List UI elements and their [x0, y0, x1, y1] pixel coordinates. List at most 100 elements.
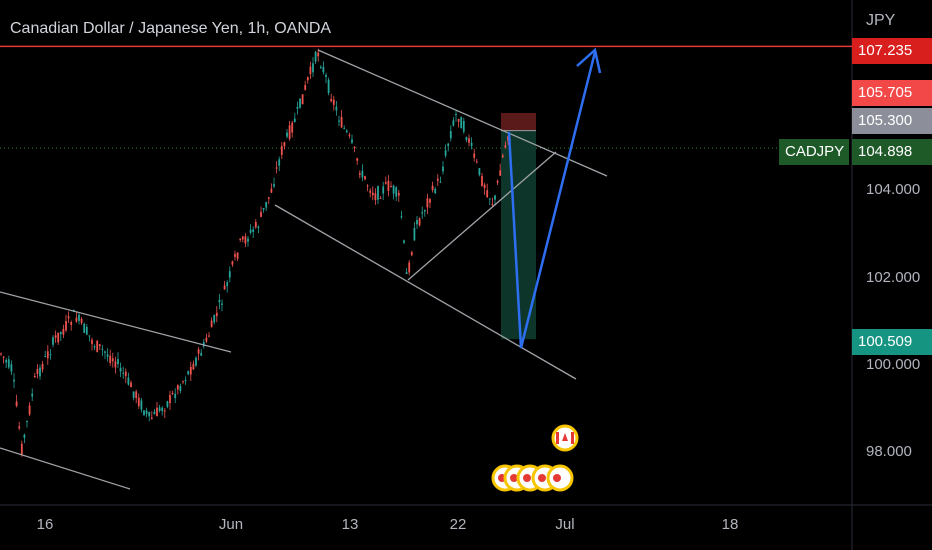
- candle-body: [275, 167, 278, 169]
- candle-body: [408, 262, 411, 273]
- candle-body: [348, 134, 351, 136]
- candle-body: [179, 385, 182, 391]
- candle-body: [319, 66, 322, 68]
- projection-arrowhead: [576, 47, 602, 74]
- candle-body: [254, 221, 257, 228]
- candle-body: [83, 323, 86, 333]
- candle-body: [507, 136, 509, 141]
- candle-body: [343, 127, 346, 129]
- candle-body: [182, 381, 184, 383]
- candle-body: [234, 254, 236, 257]
- candle-body: [239, 238, 242, 240]
- candle-body: [499, 170, 502, 176]
- candle-body: [41, 363, 44, 370]
- candle-body: [299, 98, 301, 108]
- trendline-upper-1: [0, 291, 232, 353]
- candle-body: [2, 356, 5, 358]
- candle-body: [57, 332, 60, 343]
- candle-body: [67, 316, 70, 319]
- candle-body: [189, 366, 192, 375]
- candle-body: [0, 353, 2, 355]
- x-tick-label: 18: [721, 516, 739, 533]
- candle-body: [106, 354, 109, 357]
- candle-body: [111, 358, 114, 362]
- price-tag-resistance: 107.235: [852, 38, 932, 64]
- candle-body: [78, 314, 80, 321]
- stop-loss-zone: [501, 112, 536, 131]
- candle-body: [423, 210, 426, 212]
- candle-body: [494, 195, 496, 200]
- candle-body: [491, 204, 494, 206]
- candle-body: [501, 155, 504, 158]
- price-tag-target: 100.509: [852, 329, 932, 355]
- candle-body: [104, 351, 106, 353]
- event-marker-dot: [553, 474, 561, 482]
- x-tick-label: Jul: [555, 516, 575, 533]
- candle-body: [23, 434, 26, 438]
- candle-body: [54, 335, 57, 338]
- candle-body: [465, 137, 468, 140]
- candle-body: [366, 185, 369, 187]
- candle-body: [314, 51, 317, 62]
- candle-body: [361, 170, 364, 178]
- candle-body: [114, 361, 117, 368]
- candle-body: [262, 207, 265, 210]
- candle-body: [117, 359, 119, 365]
- candle-body: [249, 229, 252, 233]
- candle-body: [374, 193, 377, 200]
- candle-body: [405, 272, 408, 275]
- price-tag-entry: 105.300: [852, 108, 932, 134]
- canada-flag-band-right: [571, 432, 574, 444]
- candle-body: [306, 77, 309, 81]
- candle-body: [335, 106, 338, 111]
- candle-body: [244, 236, 247, 244]
- candle-body: [59, 331, 62, 334]
- price-tag-last: 104.898: [852, 139, 932, 165]
- candle-body: [353, 146, 356, 149]
- x-tick-label: 16: [36, 516, 54, 533]
- candle-body: [340, 116, 343, 128]
- candle-body: [44, 355, 47, 357]
- candle-body: [13, 379, 15, 382]
- candle-body: [270, 188, 273, 193]
- candle-body: [241, 236, 244, 240]
- canada-flag-band-left: [556, 432, 559, 444]
- candle-body: [332, 99, 335, 105]
- candle-body: [80, 318, 83, 323]
- candle-body: [33, 375, 36, 378]
- candle-body: [93, 346, 96, 348]
- candle-body: [416, 219, 418, 225]
- candle-body: [161, 407, 164, 412]
- candle-body: [231, 261, 234, 265]
- candle-body: [436, 178, 439, 181]
- candle-body: [247, 238, 249, 242]
- wedge-support-line: [407, 151, 557, 281]
- candle-body: [15, 401, 18, 407]
- price-tag-stop: 105.705: [852, 80, 932, 106]
- candle-body: [62, 328, 65, 335]
- candle-body: [85, 326, 88, 335]
- candle-body: [156, 407, 158, 417]
- candle-body: [158, 407, 161, 411]
- candle-body: [444, 150, 447, 156]
- channel-upper-line: [317, 49, 608, 177]
- candle-body: [455, 114, 457, 116]
- candle-body: [377, 186, 379, 200]
- candle-body: [187, 371, 190, 375]
- candle-body: [109, 355, 112, 363]
- candle-body: [449, 131, 452, 139]
- candle-body: [135, 391, 138, 399]
- candle-body: [122, 372, 125, 374]
- candle-body: [283, 142, 286, 147]
- candle-body: [70, 321, 73, 325]
- candle-body: [434, 188, 437, 194]
- candle-body: [257, 226, 260, 228]
- candle-body: [278, 159, 281, 166]
- candle-body: [462, 120, 465, 132]
- candle-body: [345, 130, 348, 133]
- candle-body: [387, 180, 390, 191]
- candle-body: [124, 371, 127, 377]
- candle-body: [351, 139, 353, 143]
- candle-body: [150, 417, 153, 419]
